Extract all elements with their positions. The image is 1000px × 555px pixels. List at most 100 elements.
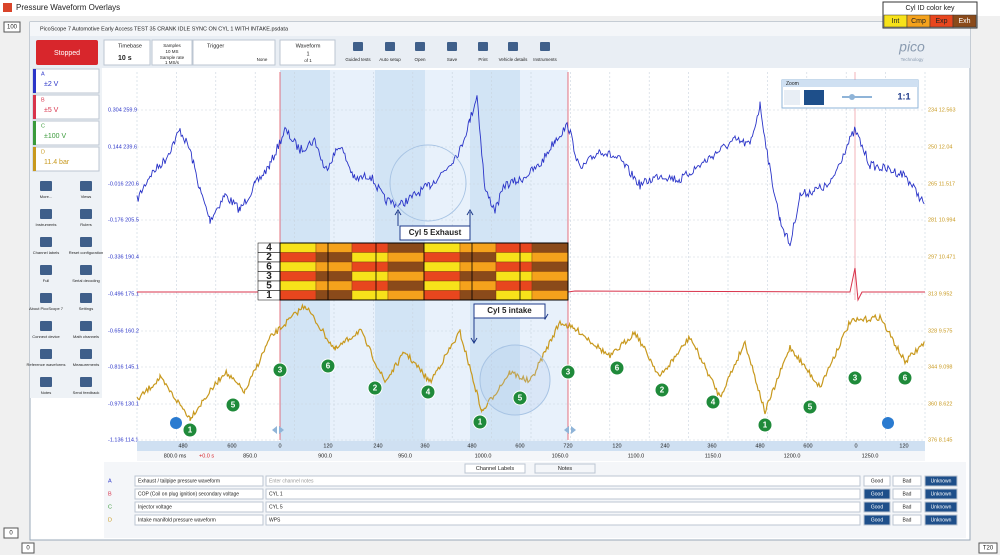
toolbar-icon[interactable] [415, 42, 425, 51]
ruler-handle[interactable] [564, 426, 576, 434]
toolbar-icon[interactable] [353, 42, 363, 51]
note-field[interactable] [265, 488, 861, 500]
ruler-handle[interactable] [272, 426, 284, 434]
channel-panel[interactable] [32, 68, 100, 94]
left-axis-label: -0.656 160.2 [108, 328, 139, 334]
channel-panel[interactable] [32, 120, 100, 146]
toolbar-button-label[interactable]: Instruments [533, 57, 557, 62]
toolbar-button-label[interactable]: Open [414, 57, 426, 62]
name-select[interactable] [134, 501, 264, 513]
note-field[interactable] [265, 501, 861, 513]
status-button-label[interactable]: Bad [903, 517, 912, 523]
sidebar-icon[interactable] [80, 377, 92, 387]
sidebar-icon[interactable] [40, 377, 52, 387]
channel-panel[interactable] [32, 146, 100, 172]
firing-marker-label: 5 [518, 394, 523, 403]
sidebar-icon[interactable] [80, 265, 92, 275]
toolbar-button-label[interactable]: Print [478, 57, 488, 62]
status-button[interactable] [924, 475, 958, 487]
sidebar-label[interactable]: Full [43, 278, 50, 283]
sidebar-label[interactable]: Notes [41, 390, 51, 395]
status-button-label[interactable]: Bad [903, 478, 912, 484]
sidebar-label[interactable]: Instruments [36, 222, 57, 227]
sidebar-label[interactable]: Reset configuration [69, 250, 103, 255]
status-button[interactable] [892, 488, 922, 500]
sidebar-icon[interactable] [40, 321, 52, 331]
status-button-label[interactable]: Unknown [931, 504, 952, 510]
status-button[interactable] [924, 514, 958, 526]
sidebar-label[interactable]: Views [81, 194, 92, 199]
sidebar-icon[interactable] [80, 321, 92, 331]
status-button[interactable] [863, 488, 891, 500]
sidebar-icon[interactable] [40, 209, 52, 219]
sidebar-label[interactable]: Connect device [32, 334, 60, 339]
sidebar-icon[interactable] [80, 349, 92, 359]
status-button[interactable] [892, 501, 922, 513]
status-button-label[interactable]: Good [871, 491, 883, 497]
toolbar-icon[interactable] [508, 42, 518, 51]
sidebar-label[interactable]: Channel labels [33, 250, 59, 255]
toolbar-icon[interactable] [540, 42, 550, 51]
status-button-label[interactable]: Bad [903, 504, 912, 510]
stop-button[interactable] [36, 40, 98, 65]
note-field[interactable] [265, 475, 861, 487]
sidebar-icon[interactable] [80, 237, 92, 247]
sidebar-label[interactable]: Settings [79, 306, 93, 311]
sidebar-label[interactable]: About PicoScope 7 [29, 306, 64, 311]
toolbar-button-label[interactable]: Save [447, 57, 458, 62]
status-button[interactable] [924, 488, 958, 500]
toolbar-field[interactable] [103, 39, 151, 66]
sidebar-label[interactable]: Reference waveforms [27, 362, 66, 367]
status-button-label[interactable]: Unknown [931, 478, 952, 484]
sidebar-icon[interactable] [40, 237, 52, 247]
sidebar-icon[interactable] [40, 265, 52, 275]
sidebar-icon[interactable] [40, 293, 52, 303]
status-button-label[interactable]: Good [871, 478, 883, 484]
zoom-tool[interactable] [804, 90, 824, 105]
status-button[interactable] [892, 514, 922, 526]
zoom-knob[interactable] [849, 94, 855, 100]
tab[interactable] [464, 463, 526, 474]
tab-label[interactable]: Channel Labels [476, 466, 514, 472]
tab-label[interactable]: Notes [558, 466, 573, 472]
status-button-label[interactable]: Good [871, 504, 883, 510]
note-field[interactable] [265, 514, 861, 526]
name-select[interactable] [134, 514, 264, 526]
toolbar-icon[interactable] [447, 42, 457, 51]
sidebar-icon[interactable] [80, 209, 92, 219]
toolbar-field[interactable] [192, 39, 276, 66]
status-button-label[interactable]: Bad [903, 491, 912, 497]
status-button-label[interactable]: Unknown [931, 517, 952, 523]
status-button[interactable] [863, 475, 891, 487]
toolbar-button-label[interactable]: Vehicle details [499, 57, 529, 62]
toolbar-button-label[interactable]: Auto setup [379, 57, 401, 62]
name-select[interactable] [134, 475, 264, 487]
tab[interactable] [534, 463, 596, 474]
sidebar-label[interactable]: Send feedback [73, 390, 100, 395]
status-button-label[interactable]: Good [871, 517, 883, 523]
sidebar-label[interactable]: Math channels [73, 334, 99, 339]
toolbar-field[interactable] [151, 39, 193, 66]
toolbar-field[interactable] [279, 39, 336, 66]
sidebar-label[interactable]: Serial decoding [72, 278, 100, 283]
toolbar-icon[interactable] [385, 42, 395, 51]
scroll-button[interactable] [882, 417, 894, 429]
scroll-button[interactable] [170, 417, 182, 429]
status-button-label[interactable]: Unknown [931, 491, 952, 497]
toolbar-icon[interactable] [478, 42, 488, 51]
sidebar-label[interactable]: More... [40, 194, 52, 199]
channel-panel[interactable] [32, 94, 100, 120]
sidebar-icon[interactable] [40, 181, 52, 191]
status-button[interactable] [892, 475, 922, 487]
sidebar-icon[interactable] [80, 293, 92, 303]
sidebar-label[interactable]: Rulers [80, 222, 92, 227]
status-button[interactable] [863, 514, 891, 526]
sidebar-label[interactable]: Measurements [73, 362, 99, 367]
name-select[interactable] [134, 488, 264, 500]
status-button[interactable] [924, 501, 958, 513]
sidebar-icon[interactable] [80, 181, 92, 191]
sidebar-icon[interactable] [40, 349, 52, 359]
status-button[interactable] [863, 501, 891, 513]
toolbar-button-label[interactable]: Guided tests [345, 57, 371, 62]
zoom-tool[interactable] [784, 90, 800, 105]
